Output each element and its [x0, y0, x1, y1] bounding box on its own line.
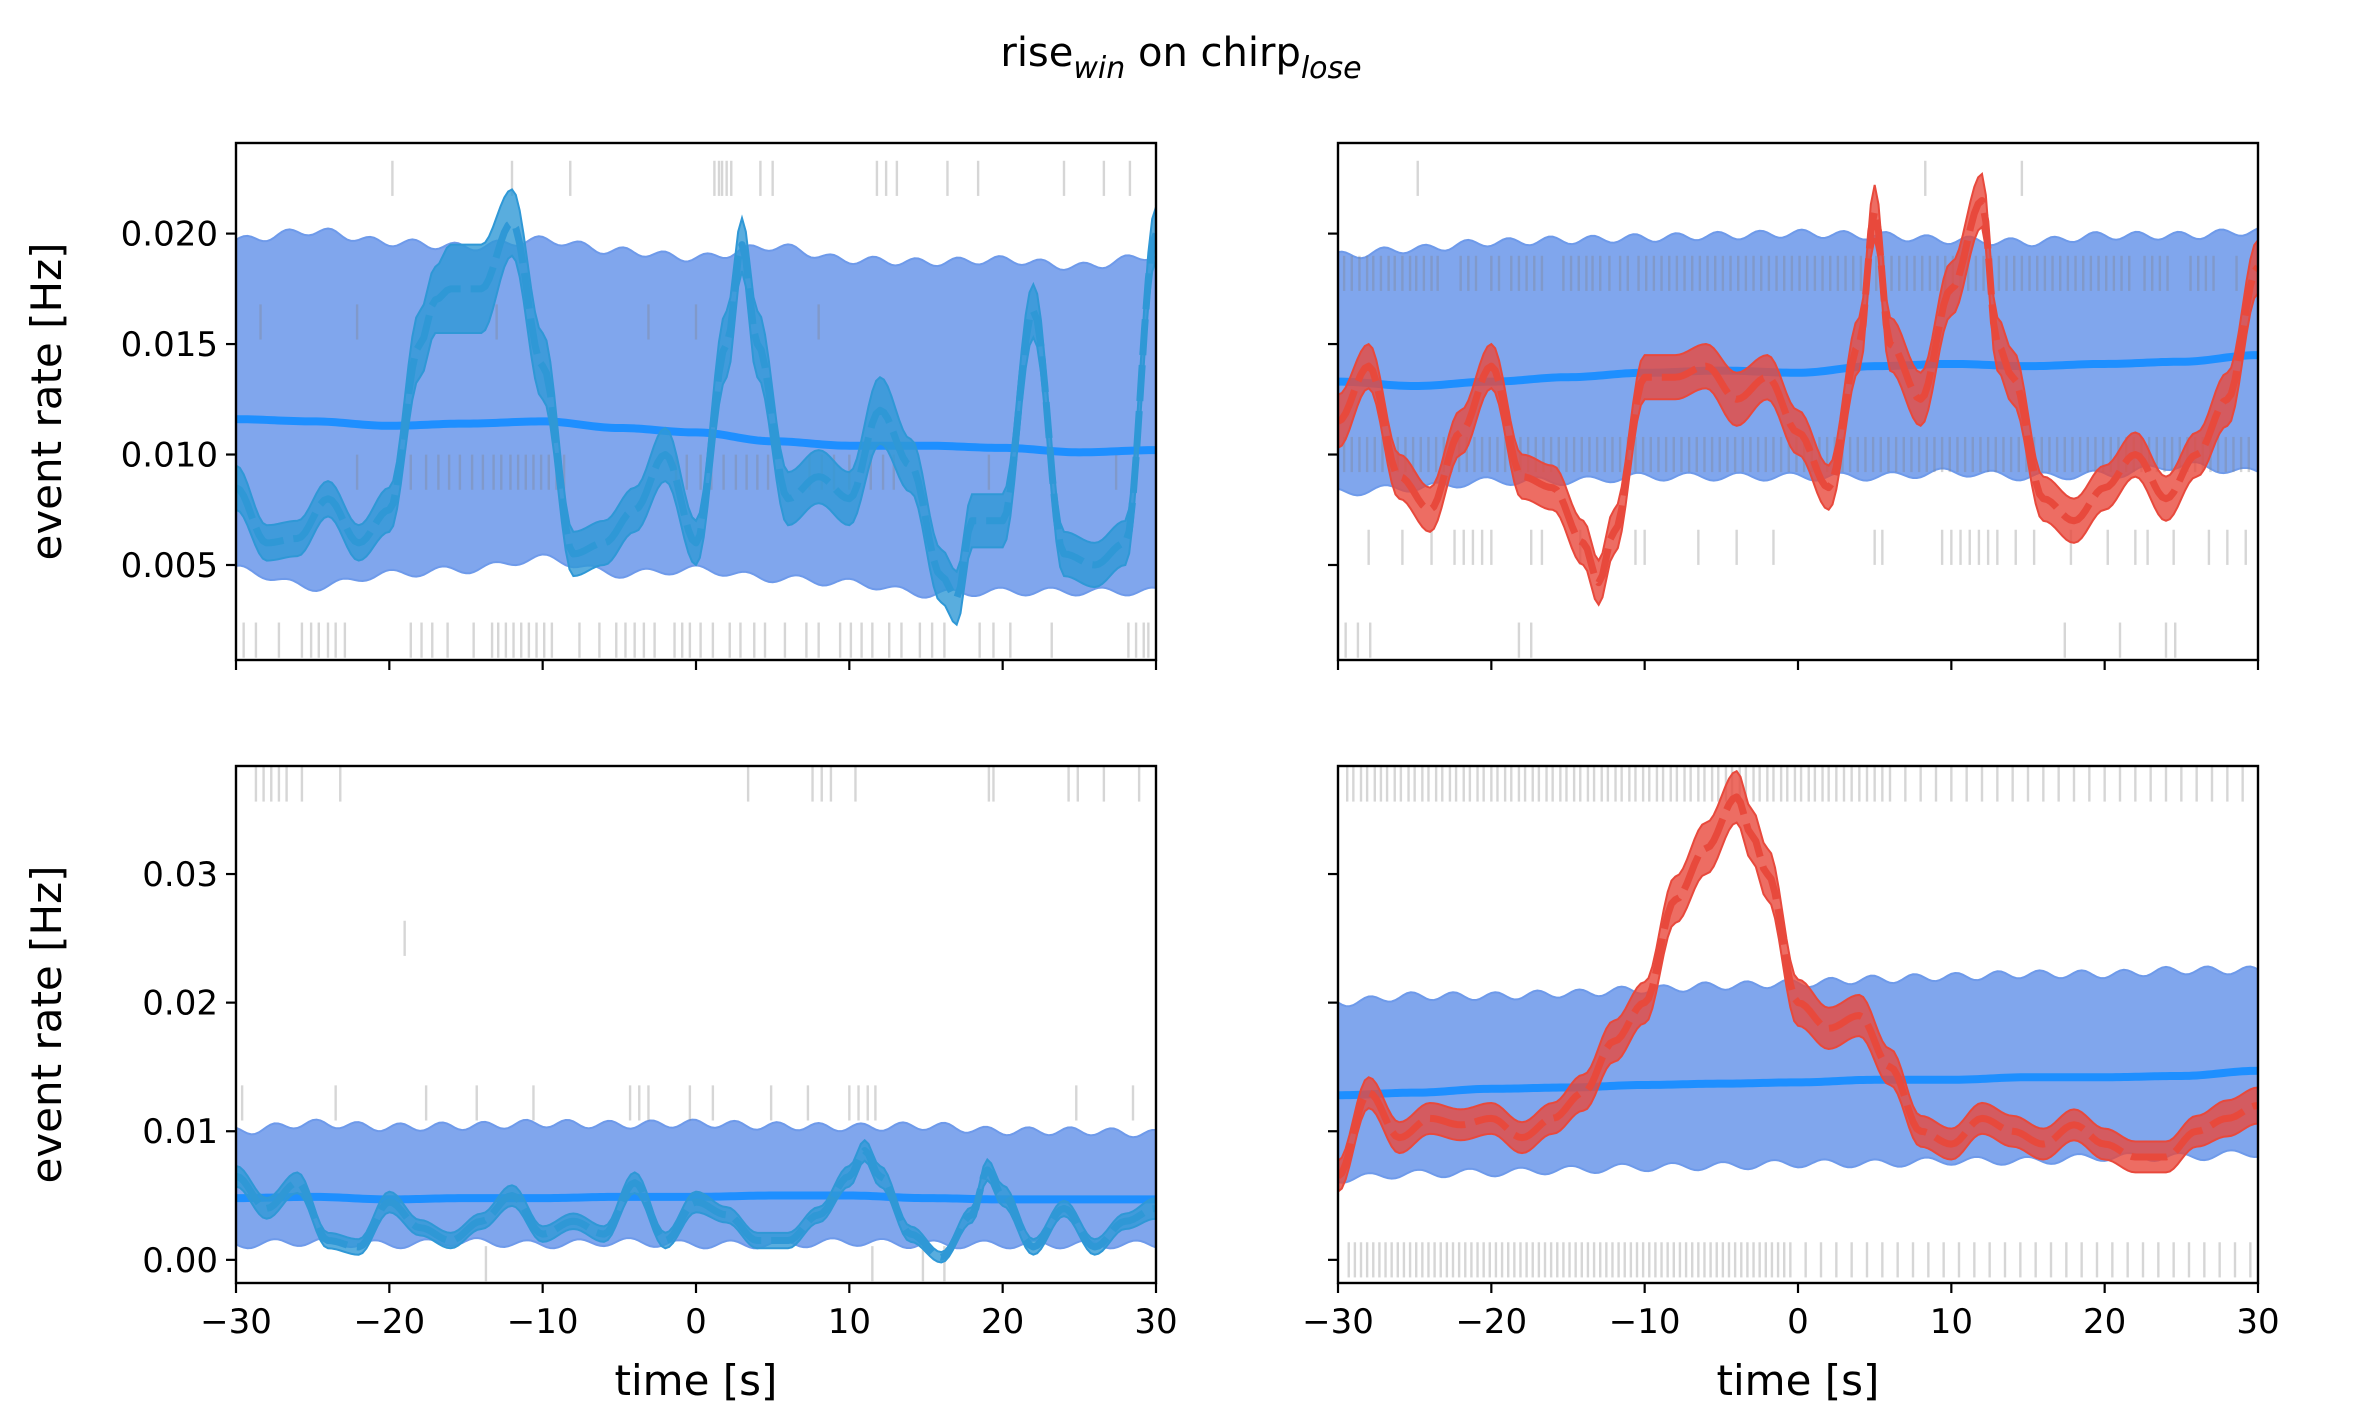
x-tick-label: 20 — [2083, 1302, 2126, 1342]
x-tick-label: −20 — [353, 1302, 425, 1342]
event-raster-row — [484, 1246, 946, 1282]
event-raster-row — [242, 622, 1150, 658]
y-tick-label: 0.015 — [121, 325, 218, 365]
x-tick-label: −10 — [507, 1302, 579, 1342]
event-raster-row — [254, 766, 1141, 802]
rate-line — [1338, 793, 2258, 1179]
event-raster-row — [391, 160, 1132, 196]
plot-area — [236, 160, 1156, 658]
y-tick-label: 0.01 — [142, 1112, 218, 1152]
y-tick-label: 0.020 — [121, 215, 218, 255]
figure-title: risewin on chirplose — [1000, 30, 1361, 86]
event-raster-row — [240, 1085, 1135, 1121]
y-axis-label: event rate [Hz] — [22, 242, 71, 560]
x-tick-label: −30 — [1302, 1302, 1374, 1342]
subplot-bottom-right: −30 −20 −10 0 10 20 30 time [s] — [1302, 764, 2280, 1405]
x-tick-label: 10 — [1930, 1302, 1973, 1342]
x-axis-label: time [s] — [615, 1356, 778, 1405]
subplot-bottom-left: −30 −20 −10 0 10 20 30 0.00 0.01 0.02 0.03 event ra… — [22, 764, 1178, 1405]
event-raster-row — [1416, 160, 2024, 196]
subplot-top-right — [1328, 141, 2260, 670]
plot-area — [1338, 160, 2258, 658]
x-tick-label: 0 — [685, 1302, 707, 1342]
x-tick-label: 0 — [1787, 1302, 1809, 1342]
event-raster-row — [1347, 1242, 2252, 1278]
x-tick-label: −30 — [200, 1302, 272, 1342]
title-middle: on chirp — [1125, 30, 1301, 76]
title-main: rise — [1000, 30, 1073, 76]
y-tick-label: 0.03 — [142, 855, 218, 895]
subplot-top-left: 0.005 0.010 0.015 0.020 event rate [Hz] — [22, 141, 1158, 670]
plot-area — [236, 766, 1156, 1282]
title-subscript-1: win — [1073, 51, 1125, 86]
y-tick-label: 0.02 — [142, 984, 218, 1024]
shuffled-band — [236, 1118, 1156, 1250]
x-tick-label: −20 — [1455, 1302, 1527, 1342]
rate-line — [1338, 196, 2258, 587]
rate-line — [236, 1147, 1156, 1261]
y-axis-label: event rate [Hz] — [22, 865, 71, 1183]
event-raster-row — [1344, 622, 2177, 658]
rate-line — [236, 219, 1156, 602]
y-tick-label: 0.010 — [121, 436, 218, 476]
x-tick-label: 10 — [828, 1302, 871, 1342]
x-tick-label: −10 — [1609, 1302, 1681, 1342]
event-raster-row — [259, 304, 820, 340]
x-tick-label: 30 — [2236, 1302, 2279, 1342]
median-line — [236, 415, 1156, 457]
x-axis-label: time [s] — [1717, 1356, 1880, 1405]
rate-error-band — [1338, 769, 2258, 1193]
y-tick-label: 0.00 — [142, 1241, 218, 1281]
rate-error-band — [1338, 172, 2258, 607]
median-line — [1338, 1066, 2258, 1100]
x-tick-label: 20 — [981, 1302, 1024, 1342]
plot-area — [1338, 766, 2258, 1278]
y-tick-label: 0.005 — [121, 546, 218, 586]
x-tick-label: 30 — [1134, 1302, 1177, 1342]
title-subscript-2: lose — [1301, 51, 1362, 86]
event-raster-row — [1367, 529, 2247, 565]
